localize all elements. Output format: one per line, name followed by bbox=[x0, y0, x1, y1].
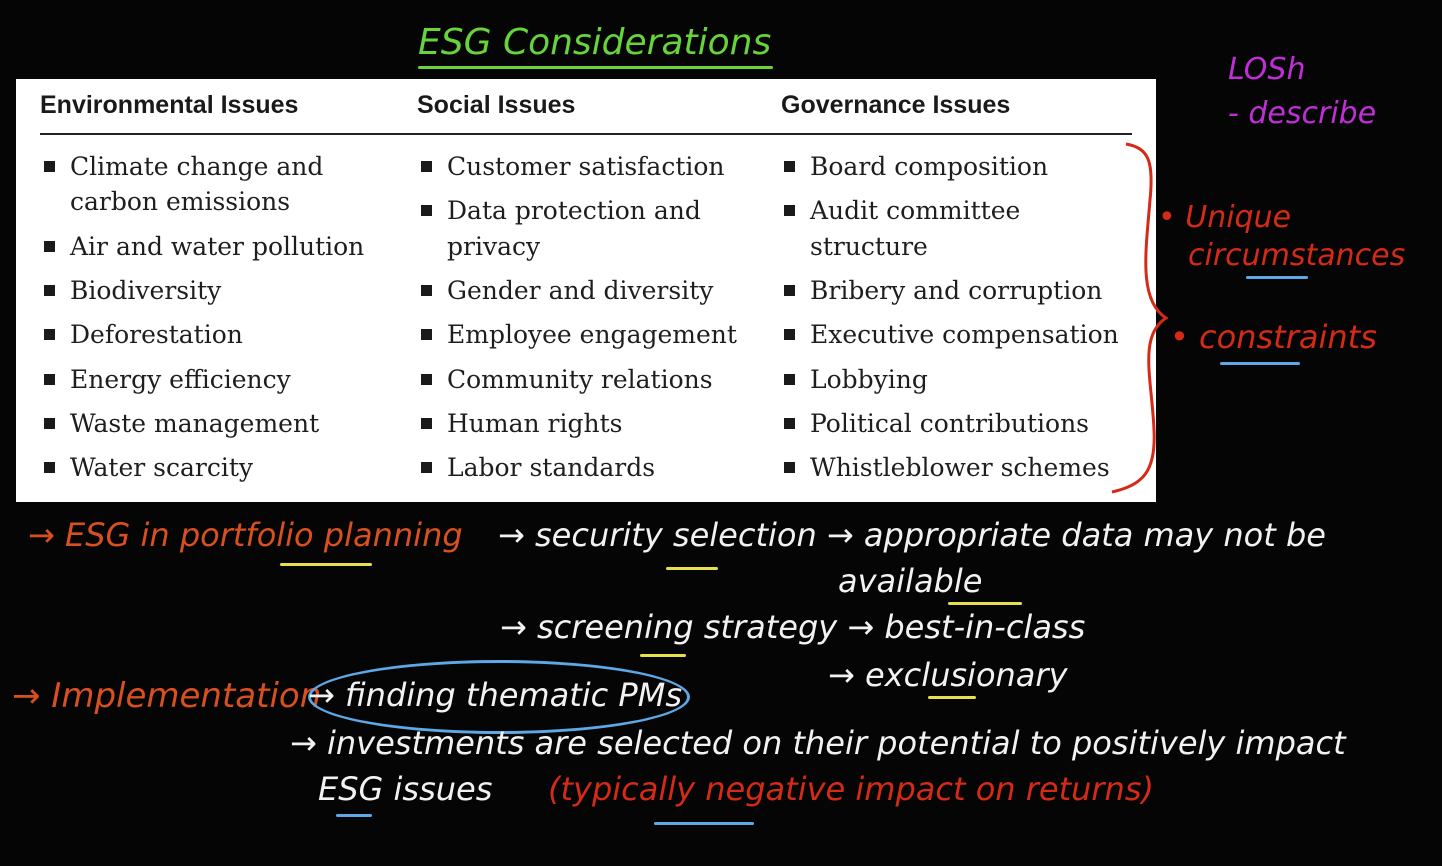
bullet-icon bbox=[421, 418, 432, 429]
title-underline bbox=[418, 66, 773, 69]
col-header-governance: Governance Issues bbox=[781, 91, 1011, 119]
list-item: Audit committee bbox=[810, 196, 1021, 225]
bullet-icon bbox=[784, 374, 795, 385]
list-item: Customer satisfaction bbox=[447, 152, 725, 181]
list-item: carbon emissions bbox=[70, 187, 291, 216]
list-item: privacy bbox=[447, 232, 541, 261]
underline-mark bbox=[336, 814, 372, 817]
curly-brace-icon bbox=[1111, 142, 1168, 494]
bullet-icon bbox=[784, 462, 795, 473]
esg-issues-table: Environmental Issues Social Issues Gover… bbox=[16, 79, 1156, 502]
note-describe: - describe bbox=[1228, 96, 1377, 131]
note-circumstances: circumstances bbox=[1188, 238, 1406, 273]
note-exclusionary: → exclusionary bbox=[828, 656, 1068, 694]
bullet-icon bbox=[44, 241, 55, 252]
bullet-icon bbox=[44, 374, 55, 385]
list-item: Political contributions bbox=[810, 409, 1090, 438]
bullet-icon bbox=[784, 418, 795, 429]
note-security-selection: → security selection → appropriate data … bbox=[498, 516, 1326, 554]
list-item: Data protection and bbox=[447, 196, 701, 225]
bullet-icon bbox=[421, 374, 432, 385]
note-losh: LOSh bbox=[1228, 52, 1306, 87]
underline-mark bbox=[666, 567, 718, 570]
underline-mark bbox=[948, 602, 1022, 605]
bullet-icon bbox=[784, 329, 795, 340]
list-item: Gender and diversity bbox=[447, 276, 714, 305]
col-header-environmental: Environmental Issues bbox=[40, 91, 299, 119]
list-item: Waste management bbox=[70, 409, 320, 438]
underline-mark bbox=[640, 654, 686, 657]
highlight-circle bbox=[308, 660, 690, 734]
header-rule bbox=[40, 133, 1132, 135]
list-item: Deforestation bbox=[70, 320, 243, 349]
bullet-icon bbox=[784, 205, 795, 216]
list-item: Water scarcity bbox=[70, 453, 254, 482]
list-item: Community relations bbox=[447, 365, 713, 394]
list-item: Bribery and corruption bbox=[810, 276, 1103, 305]
bullet-icon bbox=[44, 462, 55, 473]
list-item: Labor standards bbox=[447, 453, 656, 482]
page-title: ESG Considerations bbox=[418, 22, 772, 63]
list-item: Climate change and bbox=[70, 152, 324, 181]
bullet-icon bbox=[421, 285, 432, 296]
underline-mark bbox=[1246, 276, 1308, 279]
list-item: Board composition bbox=[810, 152, 1049, 181]
list-item: Whistleblower schemes bbox=[810, 453, 1110, 482]
list-item: Air and water pollution bbox=[70, 232, 365, 261]
note-portfolio-planning: → ESG in portfolio planning bbox=[28, 516, 463, 554]
bullet-icon bbox=[44, 285, 55, 296]
note-negative-impact: (typically negative impact on returns) bbox=[548, 770, 1154, 808]
underline-mark bbox=[1220, 362, 1300, 365]
note-screening-strategy: → screening strategy → best-in-class bbox=[500, 608, 1086, 646]
underline-mark bbox=[654, 822, 754, 825]
note-implementation: → Implementation bbox=[12, 676, 322, 716]
bullet-icon bbox=[421, 329, 432, 340]
note-thematic-pms: → finding thematic PMs bbox=[308, 676, 682, 714]
bullet-icon bbox=[421, 205, 432, 216]
list-item: Lobbying bbox=[810, 365, 928, 394]
bullet-icon bbox=[44, 329, 55, 340]
list-item: Human rights bbox=[447, 409, 623, 438]
list-item: Employee engagement bbox=[447, 320, 737, 349]
note-esg-issues: ESG issues bbox=[318, 770, 493, 808]
col-header-social: Social Issues bbox=[417, 91, 576, 119]
bullet-icon bbox=[44, 418, 55, 429]
underline-mark bbox=[280, 563, 372, 566]
note-unique: • Unique bbox=[1158, 200, 1292, 235]
bullet-icon bbox=[421, 161, 432, 172]
underline-mark bbox=[928, 696, 976, 699]
bullet-icon bbox=[44, 161, 55, 172]
list-item: structure bbox=[810, 232, 928, 261]
list-item: Biodiversity bbox=[70, 276, 222, 305]
list-item: Energy efficiency bbox=[70, 365, 291, 394]
list-item: Executive compensation bbox=[810, 320, 1119, 349]
note-constraints: • constraints bbox=[1170, 318, 1377, 356]
bullet-icon bbox=[784, 285, 795, 296]
bullet-icon bbox=[784, 161, 795, 172]
bullet-icon bbox=[421, 462, 432, 473]
note-investments: → investments are selected on their pote… bbox=[290, 724, 1346, 762]
note-available: available bbox=[838, 562, 983, 600]
